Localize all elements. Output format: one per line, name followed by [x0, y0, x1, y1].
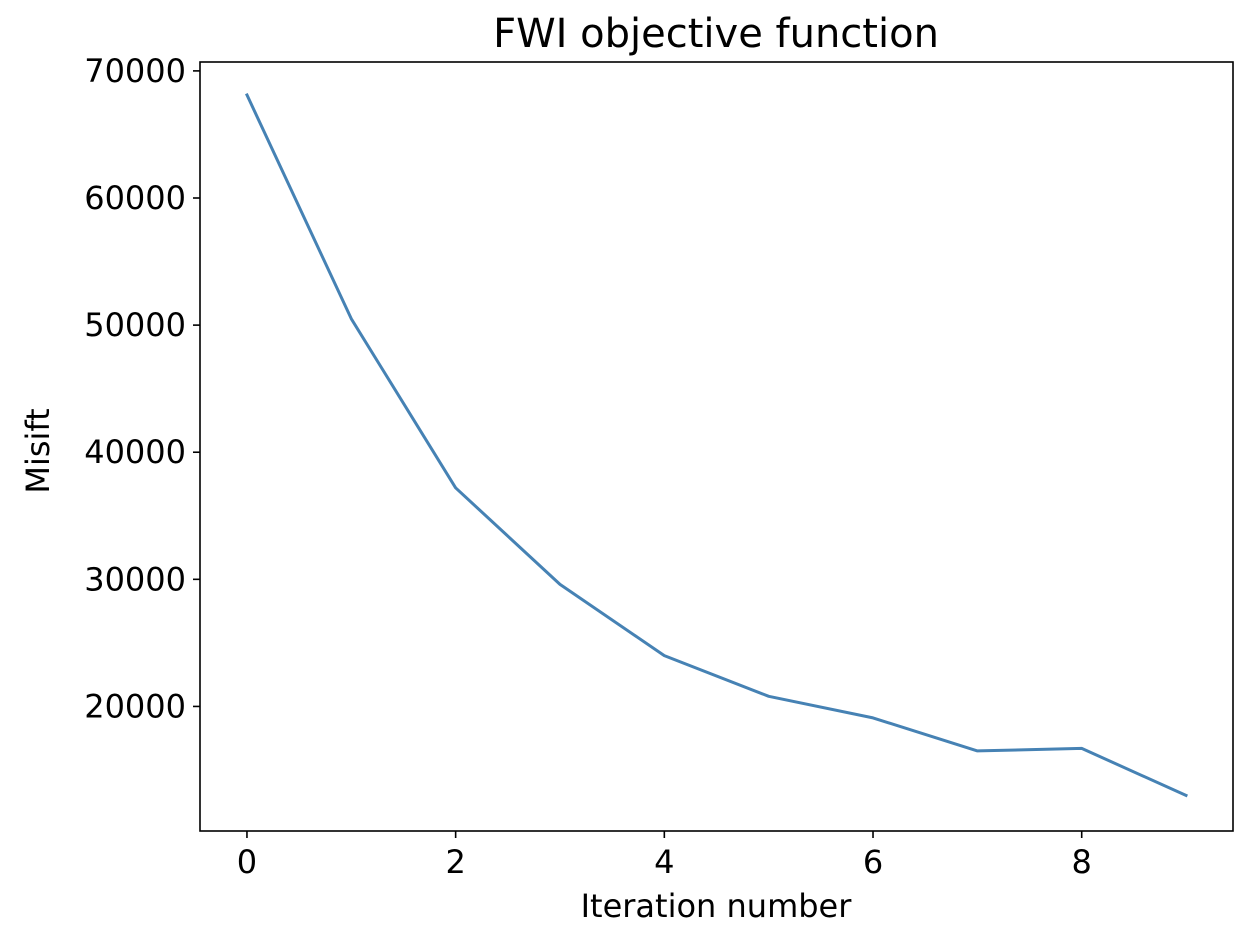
- y-tick-label: 30000: [84, 560, 186, 598]
- y-tick-label: 50000: [84, 306, 186, 344]
- x-axis-label: Iteration number: [581, 887, 853, 925]
- series-line: [245, 93, 1188, 798]
- plot-area: [245, 93, 1188, 798]
- y-tick-label: 40000: [84, 433, 186, 471]
- x-tick-label: 4: [654, 843, 674, 881]
- y-tick-label: 20000: [84, 687, 186, 725]
- y-tick-label: 70000: [84, 52, 186, 90]
- x-tick-label: 0: [237, 843, 257, 881]
- chart-title: FWI objective function: [493, 11, 939, 57]
- x-tick-label: 2: [445, 843, 465, 881]
- y-axis-label: Misift: [19, 408, 57, 493]
- x-axis: 0 2 4 6 8: [237, 831, 1092, 881]
- y-axis: 20000 30000 40000 50000 60000 70000: [84, 52, 200, 725]
- y-tick-label: 60000: [84, 179, 186, 217]
- plot-frame: [199, 61, 1234, 832]
- x-tick-label: 8: [1072, 843, 1092, 881]
- x-tick-label: 6: [863, 843, 883, 881]
